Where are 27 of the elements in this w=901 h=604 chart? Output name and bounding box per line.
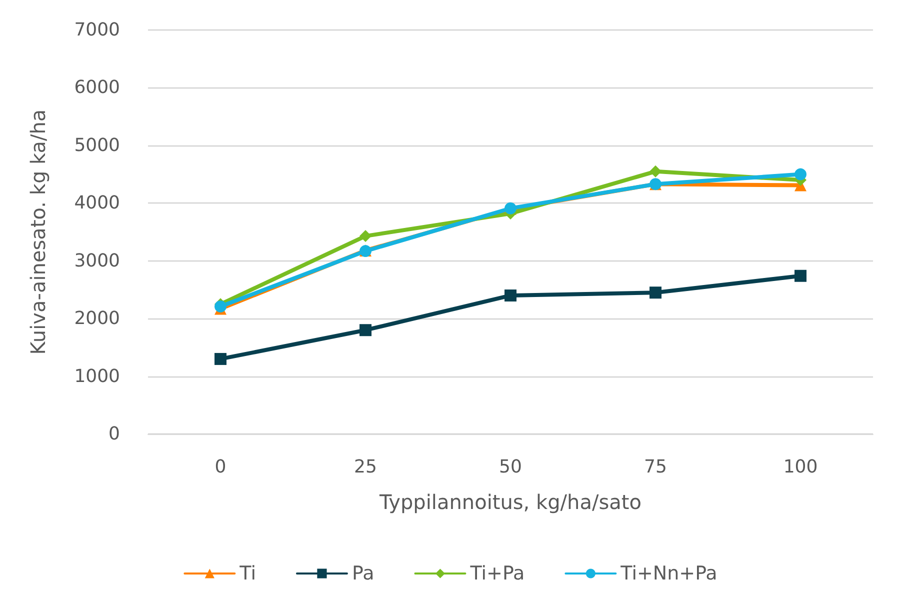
y-tick-label: 1000 [74, 366, 120, 387]
y-tick-label: 4000 [74, 192, 120, 214]
legend-label: Ti+Nn+Pa [620, 562, 718, 584]
y-axis-title: Kuiva-ainesato. kg ka/ha [26, 109, 50, 355]
point [360, 230, 372, 242]
point [794, 270, 806, 282]
point [360, 324, 372, 336]
point [214, 352, 226, 365]
point [504, 289, 516, 302]
legend-label: Ti+Pa [469, 562, 525, 584]
point [650, 165, 662, 178]
legend-label: Ti [238, 562, 256, 584]
x-tick-label: 0 [214, 456, 226, 478]
x-tick-label: 100 [783, 456, 818, 478]
y-tick-label: 7000 [74, 20, 120, 40]
legend-label: Pa [352, 562, 374, 584]
point [650, 286, 662, 299]
y-tick-label: 2000 [74, 308, 120, 330]
y-tick-label: 0 [108, 424, 120, 444]
y-tick-label: 3000 [74, 250, 120, 272]
point [794, 168, 806, 180]
y-tick-label: 6000 [74, 77, 120, 98]
x-tick-label: 75 [644, 456, 667, 478]
x-tick-label: 25 [354, 456, 377, 478]
x-tick-label: 50 [499, 456, 522, 478]
x-axis-title: Typpilannoitus, kg/ha/sato [378, 490, 642, 514]
y-tick-label: 5000 [74, 134, 120, 156]
